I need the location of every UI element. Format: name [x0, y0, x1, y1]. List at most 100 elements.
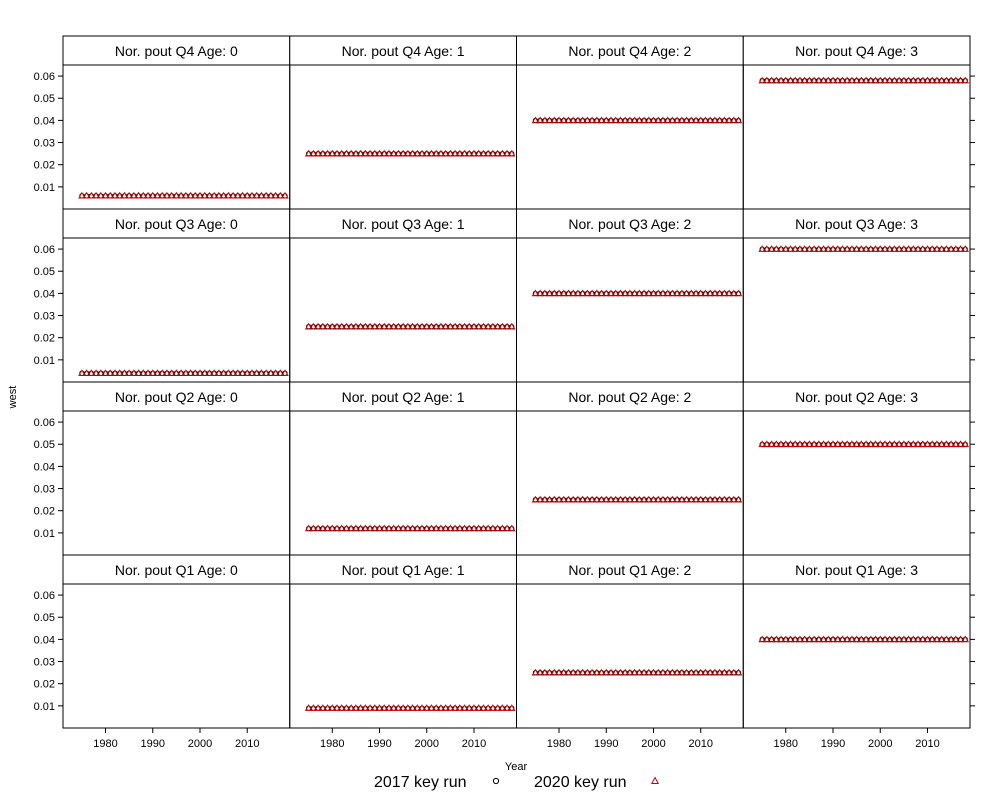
point-2020-key-run	[413, 704, 422, 711]
point-2020-key-run	[621, 116, 629, 124]
point-2020-key-run	[559, 289, 568, 297]
point-2020-key-run	[474, 322, 483, 330]
point-2020-key-run	[422, 149, 431, 157]
point-2020-key-run	[602, 495, 611, 503]
point-2020-key-run	[682, 668, 691, 676]
x-tick-label: 1990	[821, 738, 845, 750]
point-2020-key-run	[215, 369, 223, 376]
point-2020-key-run	[474, 704, 483, 711]
point-2020-key-run	[942, 245, 951, 252]
point-2020-key-run	[314, 524, 322, 532]
point-2020-key-run	[696, 116, 705, 124]
point-2020-key-run	[493, 524, 502, 532]
point-2020-key-run	[564, 668, 573, 676]
point-2020-key-run	[706, 668, 714, 676]
point-2020-key-run	[583, 495, 592, 503]
x-tick-label: 2000	[188, 738, 212, 750]
point-2020-key-run	[352, 704, 360, 711]
point-2020-key-run	[97, 191, 105, 199]
point-2020-key-run	[663, 116, 672, 124]
point-2020-key-run	[678, 116, 686, 124]
panel: Nor. pout Q1 Age: 2	[516, 554, 744, 729]
y-tick-label: 0.04	[34, 115, 55, 127]
point-2020-key-run	[621, 668, 629, 676]
point-2020-key-run	[815, 76, 823, 84]
point-2020-key-run	[470, 524, 478, 532]
point-2020-key-run	[928, 635, 936, 643]
point-2020-key-run	[593, 116, 601, 124]
point-2020-key-run	[578, 116, 587, 124]
y-tick-label: 0.02	[34, 506, 55, 518]
point-2020-key-run	[347, 322, 355, 330]
point-2020-key-run	[418, 704, 426, 711]
point-2020-key-run	[607, 116, 615, 124]
point-2020-key-run	[569, 116, 577, 124]
point-2020-key-run	[692, 495, 700, 503]
point-2020-key-run	[361, 524, 370, 532]
point-2020-key-run	[380, 704, 388, 711]
point-2020-key-run	[309, 524, 318, 532]
point-2020-key-run	[352, 149, 360, 157]
point-2020-key-run	[167, 369, 176, 376]
point-2020-key-run	[498, 704, 507, 711]
point-2020-key-run	[593, 668, 601, 676]
point-2020-key-run	[588, 289, 596, 297]
point-2020-key-run	[144, 191, 152, 199]
point-2020-key-run	[394, 524, 403, 532]
point-2020-key-run	[786, 635, 795, 643]
point-2020-key-run	[323, 704, 332, 711]
point-2020-key-run	[616, 495, 625, 503]
point-2020-key-run	[323, 149, 332, 157]
point-2020-key-run	[937, 635, 946, 643]
point-2020-key-run	[885, 635, 894, 643]
point-2020-key-run	[304, 322, 313, 330]
point-2020-key-run	[800, 76, 809, 84]
legend-label-2020: 2020 key run	[534, 774, 627, 791]
point-2020-key-run	[654, 289, 662, 297]
point-2020-key-run	[106, 191, 115, 199]
point-2020-key-run	[711, 116, 719, 124]
point-2020-key-run	[918, 245, 927, 252]
point-2020-key-run	[418, 322, 426, 330]
point-2020-key-run	[659, 668, 667, 676]
point-2020-key-run	[304, 704, 313, 711]
point-2020-key-run	[668, 289, 677, 297]
point-2020-key-run	[786, 76, 795, 84]
point-2020-key-run	[890, 635, 899, 643]
point-2020-key-run	[479, 322, 488, 330]
point-2020-key-run	[427, 322, 436, 330]
point-2020-key-run	[607, 289, 615, 297]
x-tick-label: 1980	[93, 738, 117, 750]
point-2020-key-run	[588, 668, 596, 676]
point-2020-key-run	[635, 116, 644, 124]
point-2020-key-run	[333, 149, 341, 157]
panel: Nor. pout Q2 Age: 3	[742, 381, 971, 556]
point-2020-key-run	[852, 76, 861, 84]
point-2020-key-run	[904, 440, 913, 448]
point-2020-key-run	[115, 191, 124, 199]
point-2020-key-run	[470, 149, 478, 157]
point-2020-key-run	[777, 76, 785, 84]
y-tick-label: 0.03	[34, 657, 55, 669]
x-tick-label: 2010	[688, 738, 712, 750]
point-2020-key-run	[767, 440, 776, 448]
panel-plot-area	[516, 583, 744, 729]
point-2020-key-run	[536, 668, 544, 676]
point-2020-key-run	[451, 704, 459, 711]
point-2020-key-run	[701, 289, 710, 297]
point-2020-key-run	[508, 149, 516, 157]
point-2020-key-run	[550, 289, 559, 297]
point-2020-key-run	[645, 495, 653, 503]
point-2020-key-run	[659, 289, 667, 297]
point-2020-key-run	[356, 524, 365, 532]
point-2020-key-run	[682, 116, 691, 124]
point-2020-key-run	[422, 322, 431, 330]
point-2020-key-run	[687, 495, 696, 503]
point-2020-key-run	[782, 76, 790, 84]
point-2020-key-run	[404, 322, 412, 330]
panel-plot-area	[742, 64, 971, 210]
x-tick-label: 1990	[367, 738, 391, 750]
point-2020-key-run	[432, 704, 440, 711]
panel: Nor. pout Q3 Age: 1	[289, 208, 517, 383]
point-2020-key-run	[952, 440, 960, 448]
